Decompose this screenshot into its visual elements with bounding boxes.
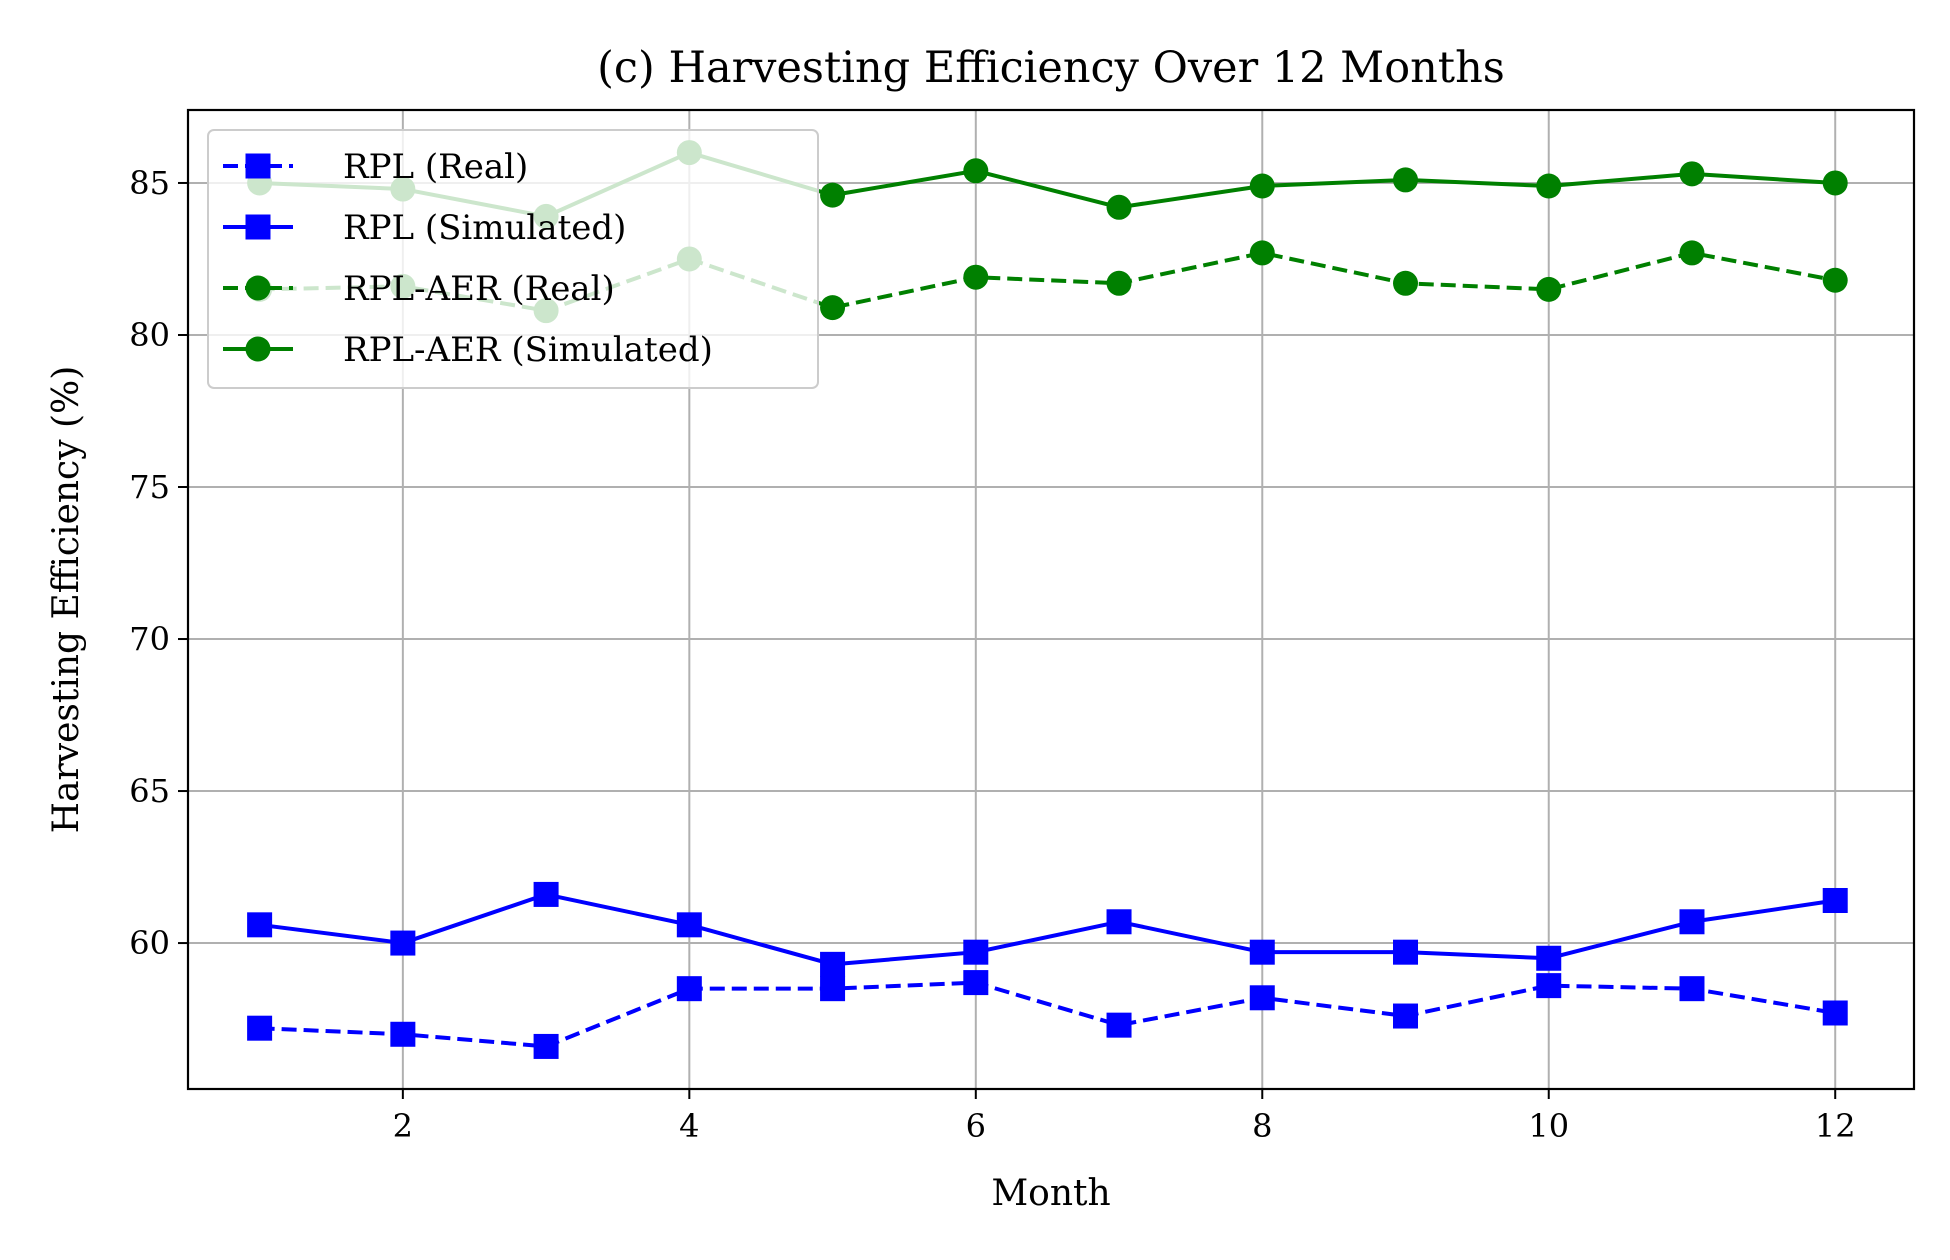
- data-point: [820, 182, 846, 208]
- legend-box: [207, 129, 819, 389]
- data-point: [1679, 909, 1705, 935]
- data-point: [533, 881, 559, 907]
- y-tick-label: 60: [129, 924, 170, 962]
- data-point: [963, 970, 989, 996]
- data-point: [1106, 270, 1132, 296]
- data-point: [1679, 240, 1705, 266]
- y-tick-label: 80: [129, 316, 170, 354]
- data-point: [963, 158, 989, 184]
- x-tick-label: 12: [1815, 1107, 1856, 1145]
- data-point: [820, 951, 846, 977]
- data-point: [963, 264, 989, 290]
- data-point: [1536, 276, 1562, 302]
- data-point: [1249, 240, 1275, 266]
- legend-marker: [245, 153, 271, 179]
- data-point: [1393, 939, 1419, 965]
- data-point: [1536, 973, 1562, 999]
- data-point: [390, 1021, 416, 1047]
- data-point: [820, 976, 846, 1002]
- data-point: [533, 1033, 559, 1059]
- data-point: [1106, 909, 1132, 935]
- series-rpl-real: [247, 970, 1848, 1059]
- data-point: [676, 912, 702, 938]
- ticks: 2 4 6 8 10 12 60 65 70 75 80 85: [129, 164, 1855, 1145]
- legend-item: RPL (Real): [223, 147, 528, 187]
- legend: RPL (Real) RPL (Simulated) RPL-AER (Real) R…: [207, 129, 819, 389]
- x-axis-label: Month: [991, 1173, 1110, 1214]
- data-point: [1106, 194, 1132, 220]
- data-point: [963, 939, 989, 965]
- y-axis-label: Harvesting Efficiency (%): [46, 366, 87, 834]
- data-point: [1249, 985, 1275, 1011]
- data-point: [1679, 161, 1705, 187]
- data-point: [390, 930, 416, 956]
- series-rpl-simulated: [247, 881, 1848, 977]
- data-point: [676, 976, 702, 1002]
- legend-item: RPL (Simulated): [223, 208, 626, 248]
- series-line: [259, 980, 1836, 1049]
- data-point: [1536, 945, 1562, 971]
- data-point: [820, 295, 846, 321]
- y-tick-label: 70: [129, 620, 170, 658]
- legend-marker: [245, 214, 271, 240]
- legend-label: RPL-AER (Real): [343, 269, 615, 309]
- x-tick-label: 10: [1528, 1107, 1569, 1145]
- legend-item: RPL-AER (Real): [223, 269, 615, 309]
- y-tick-label: 85: [129, 164, 170, 202]
- legend-marker: [245, 336, 271, 362]
- legend-label: RPL (Simulated): [343, 208, 626, 248]
- legend-item: RPL-AER (Simulated): [223, 330, 713, 370]
- data-point: [1679, 976, 1705, 1002]
- data-point: [1393, 1003, 1419, 1029]
- plot-frame: [186, 108, 1916, 1091]
- data-point: [1822, 1000, 1848, 1026]
- data-point: [1249, 173, 1275, 199]
- x-tick-label: 2: [393, 1107, 413, 1145]
- x-tick-label: 8: [1252, 1107, 1272, 1145]
- data-point: [1106, 1012, 1132, 1038]
- data-point: [1393, 270, 1419, 296]
- y-tick-label: 75: [129, 468, 170, 506]
- data-point: [1393, 167, 1419, 193]
- data-point: [1822, 887, 1848, 913]
- x-tick-label: 6: [966, 1107, 986, 1145]
- legend-label: RPL (Real): [343, 147, 528, 187]
- legend-label: RPL-AER (Simulated): [343, 330, 713, 370]
- series-layer: [247, 140, 1848, 1059]
- data-point: [1536, 173, 1562, 199]
- data-point: [1249, 939, 1275, 965]
- data-point: [247, 1015, 273, 1041]
- series-line: [259, 892, 1836, 967]
- chart-title: (c) Harvesting Efficiency Over 12 Months: [597, 43, 1505, 93]
- y-tick-label: 65: [129, 772, 170, 810]
- x-tick-label: 4: [679, 1107, 699, 1145]
- data-point: [1822, 267, 1848, 293]
- data-point: [247, 912, 273, 938]
- data-point: [1822, 170, 1848, 196]
- legend-marker: [245, 275, 271, 301]
